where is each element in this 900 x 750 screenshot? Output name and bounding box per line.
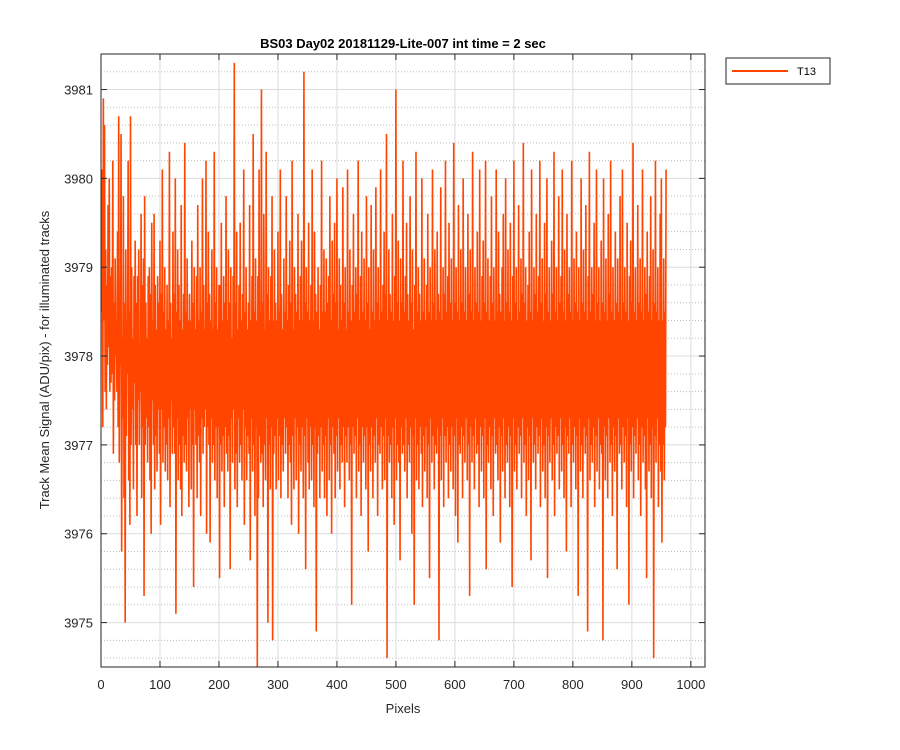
x-tick-label: 500	[385, 677, 407, 692]
y-tick-label: 3976	[64, 527, 93, 542]
x-tick-label: 800	[562, 677, 584, 692]
y-tick-label: 3978	[64, 349, 93, 364]
x-tick-label: 200	[208, 677, 230, 692]
y-tick-label: 3975	[64, 616, 93, 631]
series-line-t13	[101, 62, 667, 667]
axis-ticks	[100, 54, 705, 667]
y-tick-label: 3981	[64, 83, 93, 98]
x-tick-label: 300	[267, 677, 289, 692]
x-tick-label: 1000	[676, 677, 705, 692]
y-axis-label: Track Mean Signal (ADU/pix) - for illumi…	[37, 210, 52, 509]
y-tick-label: 3980	[64, 171, 93, 186]
axes-box	[100, 53, 706, 668]
x-tick-label: 600	[444, 677, 466, 692]
chart-title: BS03 Day02 20181129-Lite-007 int time = …	[260, 36, 546, 51]
x-tick-label: 100	[149, 677, 171, 692]
y-tick-label: 3977	[64, 438, 93, 453]
legend-label-t13: T13	[797, 66, 816, 78]
x-tick-label: 0	[97, 677, 104, 692]
y-tick-labels: 3975 3976 3977 3978 3979 3980 3981	[64, 83, 93, 631]
legend-box	[725, 57, 831, 85]
x-tick-labels: 0 100 200 300 400 500 600 700 800 900 1000	[97, 677, 705, 692]
x-tick-label: 700	[503, 677, 525, 692]
x-tick-label: 900	[621, 677, 643, 692]
x-axis-label: Pixels	[386, 701, 421, 716]
x-tick-label: 400	[326, 677, 348, 692]
series-layer	[101, 62, 667, 667]
legend[interactable]: T13	[725, 57, 831, 85]
y-tick-label: 3979	[64, 260, 93, 275]
